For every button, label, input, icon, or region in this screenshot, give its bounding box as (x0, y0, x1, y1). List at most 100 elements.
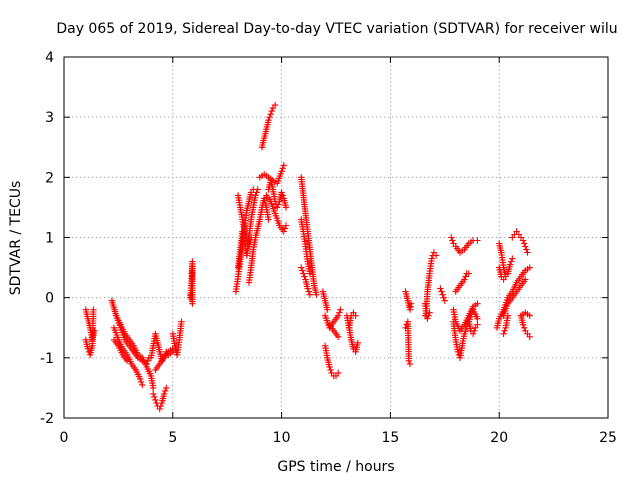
y-tick-label: -1 (40, 351, 54, 367)
y-tick-label: 2 (45, 170, 54, 186)
data-point (474, 315, 481, 322)
data-point (139, 381, 146, 389)
data-point (90, 306, 97, 313)
data-point (465, 270, 472, 277)
data-point (282, 204, 290, 211)
data-point (526, 264, 533, 271)
data-point (163, 384, 170, 392)
data-point (326, 363, 333, 371)
x-tick-label: 20 (490, 430, 508, 446)
data-point (300, 270, 307, 277)
data-point (156, 405, 163, 413)
data-point (84, 345, 92, 352)
data-point (153, 399, 160, 407)
data-point (426, 309, 433, 316)
x-axis-label: GPS time / hours (277, 459, 394, 475)
data-point (280, 162, 287, 169)
x-axis-ticks: 0 5 10 15 20 25 (60, 57, 617, 446)
x-tick-label: 25 (599, 430, 617, 446)
data-point (521, 240, 528, 247)
data-point (407, 303, 414, 310)
data-point (522, 243, 529, 250)
data-point (144, 357, 151, 364)
data-point (336, 309, 343, 316)
data-point (504, 312, 512, 319)
data-point (254, 186, 261, 193)
data-point (152, 396, 159, 404)
data-point (324, 306, 331, 313)
data-point (151, 393, 158, 401)
data-point (521, 324, 528, 331)
data-point (424, 315, 431, 322)
data-point (441, 297, 448, 304)
x-tick-label: 5 (168, 430, 177, 446)
data-point (279, 165, 286, 172)
data-point (428, 255, 435, 262)
data-point (403, 321, 410, 328)
data-point (298, 264, 305, 271)
data-point (274, 204, 281, 211)
data-point (454, 348, 462, 355)
data-point (500, 330, 507, 337)
data-point (526, 333, 533, 340)
data-point (265, 117, 272, 124)
data-point (253, 189, 260, 196)
data-point (138, 378, 145, 386)
data-point (524, 249, 531, 256)
grid (64, 57, 608, 418)
data-point (282, 222, 290, 229)
x-tick-label: 15 (381, 430, 399, 446)
data-point (335, 333, 342, 340)
data-point (304, 285, 311, 292)
data-point (474, 321, 481, 328)
y-tick-label: 4 (45, 50, 54, 66)
data-point (271, 101, 279, 109)
data-point (150, 390, 157, 398)
data-point (178, 318, 185, 325)
y-tick-label: -2 (40, 411, 54, 427)
data-point (279, 192, 286, 199)
data-point (432, 252, 440, 259)
data-point (265, 216, 272, 223)
data-point (306, 291, 314, 298)
data-point (335, 312, 342, 319)
y-tick-label: 3 (45, 110, 54, 126)
data-point (508, 258, 515, 265)
data-point (462, 273, 469, 280)
data-point (440, 294, 447, 301)
data-point (437, 285, 444, 292)
data-point (278, 168, 285, 175)
data-point (188, 291, 195, 298)
data-points (82, 101, 533, 413)
data-point (327, 366, 334, 374)
y-tick-label: 1 (45, 231, 54, 247)
chart-title: Day 065 of 2019, Sidereal Day-to-day VTE… (56, 21, 617, 37)
data-point (268, 107, 275, 115)
data-point (299, 267, 306, 274)
data-point (506, 261, 514, 268)
data-point (278, 189, 285, 196)
data-point (162, 387, 169, 395)
x-tick-label: 10 (273, 430, 291, 446)
data-point (243, 237, 250, 244)
data-point (266, 114, 273, 121)
data-point (439, 291, 446, 298)
data-point (306, 270, 314, 277)
data-point (471, 327, 478, 334)
data-point (406, 360, 414, 368)
data-point (157, 402, 164, 410)
data-point (449, 237, 456, 244)
data-point (354, 339, 361, 346)
data-point (425, 312, 432, 319)
data-point (523, 246, 530, 253)
data-point (337, 306, 344, 313)
data-point (461, 276, 468, 283)
data-point (123, 357, 131, 364)
data-point (526, 312, 533, 319)
data-point (305, 288, 312, 295)
x-tick-label: 0 (60, 430, 69, 446)
data-point (522, 276, 529, 283)
data-point (438, 288, 445, 295)
data-point (352, 312, 359, 319)
